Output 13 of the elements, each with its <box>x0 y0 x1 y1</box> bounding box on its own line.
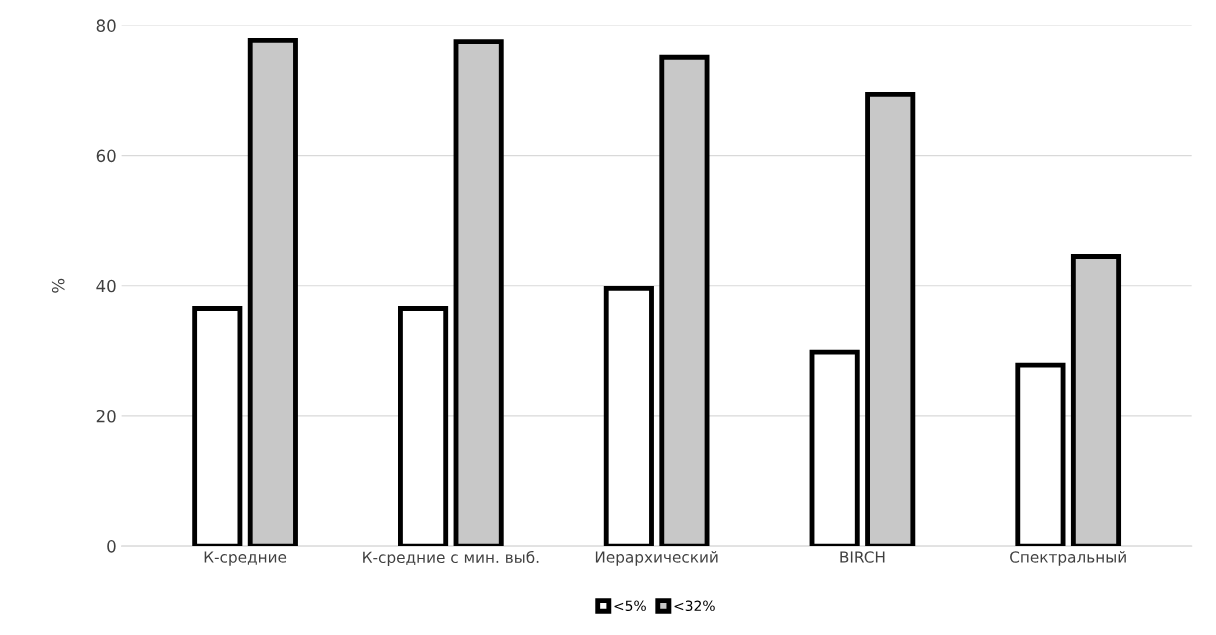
x-tick-label: BIRCH <box>840 551 885 563</box>
x-tick-label: К-средние с мин. выб. <box>363 550 539 567</box>
y-tick-label: 0 <box>107 540 116 553</box>
y-tick-label: 40 <box>96 279 116 293</box>
y-axis-title: % <box>51 278 65 293</box>
x-tick-label: Спектральный <box>1010 551 1126 566</box>
legend-label: <5% <box>614 600 646 612</box>
x-tick-label: Иерархический <box>595 551 718 566</box>
legend-label: <32% <box>674 600 715 612</box>
y-tick-label: 60 <box>96 149 116 163</box>
y-tick-label: 80 <box>96 19 116 32</box>
x-tick-label: К-средние <box>204 551 287 566</box>
y-tick-label: 20 <box>96 409 116 423</box>
